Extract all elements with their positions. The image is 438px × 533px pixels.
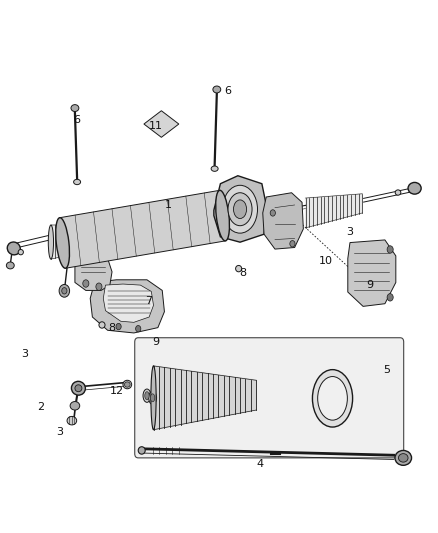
- Ellipse shape: [7, 262, 14, 269]
- Circle shape: [290, 240, 295, 247]
- Polygon shape: [214, 176, 266, 242]
- Ellipse shape: [138, 447, 145, 454]
- Ellipse shape: [151, 366, 156, 430]
- Ellipse shape: [233, 200, 247, 219]
- Ellipse shape: [74, 179, 81, 184]
- Circle shape: [116, 324, 121, 330]
- Polygon shape: [60, 190, 226, 268]
- Text: 5: 5: [384, 365, 391, 375]
- Text: 3: 3: [56, 427, 63, 438]
- Ellipse shape: [75, 385, 82, 392]
- Text: 4: 4: [257, 459, 264, 469]
- Text: 8: 8: [240, 269, 247, 278]
- Ellipse shape: [56, 217, 70, 268]
- Ellipse shape: [143, 389, 151, 402]
- Text: 10: 10: [319, 256, 333, 266]
- Ellipse shape: [70, 401, 80, 410]
- Ellipse shape: [67, 416, 77, 425]
- Ellipse shape: [215, 190, 230, 241]
- Text: 8: 8: [109, 322, 116, 333]
- Text: 6: 6: [224, 86, 231, 96]
- Circle shape: [59, 285, 70, 297]
- Ellipse shape: [123, 380, 132, 389]
- Circle shape: [270, 210, 276, 216]
- Text: 12: 12: [110, 386, 124, 397]
- Ellipse shape: [101, 224, 106, 248]
- Text: 6: 6: [74, 115, 81, 125]
- Circle shape: [136, 326, 141, 332]
- Ellipse shape: [149, 391, 156, 405]
- Ellipse shape: [150, 394, 155, 402]
- Text: 2: 2: [37, 402, 44, 413]
- Text: 1: 1: [165, 200, 172, 211]
- Polygon shape: [144, 111, 179, 138]
- Ellipse shape: [408, 182, 421, 194]
- Polygon shape: [153, 366, 256, 430]
- Polygon shape: [103, 284, 153, 322]
- Ellipse shape: [399, 454, 408, 462]
- Ellipse shape: [228, 193, 252, 225]
- Ellipse shape: [71, 381, 85, 395]
- Polygon shape: [90, 280, 164, 333]
- Polygon shape: [306, 194, 362, 228]
- FancyBboxPatch shape: [135, 338, 404, 458]
- Ellipse shape: [211, 166, 218, 171]
- Text: 3: 3: [346, 227, 353, 237]
- Ellipse shape: [48, 225, 53, 259]
- Text: 9: 9: [152, 337, 159, 347]
- Circle shape: [96, 283, 102, 290]
- Text: 7: 7: [145, 296, 153, 306]
- Polygon shape: [75, 251, 112, 290]
- Ellipse shape: [312, 369, 353, 427]
- Polygon shape: [263, 193, 304, 249]
- Ellipse shape: [395, 190, 401, 195]
- Ellipse shape: [318, 376, 347, 420]
- Ellipse shape: [236, 265, 242, 272]
- Text: 3: 3: [21, 349, 28, 359]
- Ellipse shape: [124, 382, 130, 387]
- Ellipse shape: [18, 249, 23, 255]
- Circle shape: [83, 280, 89, 287]
- Text: 11: 11: [148, 120, 162, 131]
- Polygon shape: [348, 240, 396, 306]
- Ellipse shape: [71, 104, 79, 111]
- Text: 9: 9: [366, 280, 373, 290]
- Circle shape: [387, 246, 393, 253]
- Ellipse shape: [213, 86, 221, 93]
- Ellipse shape: [7, 242, 20, 255]
- Ellipse shape: [99, 322, 105, 328]
- Ellipse shape: [145, 392, 149, 400]
- Circle shape: [62, 288, 67, 294]
- Ellipse shape: [223, 185, 258, 233]
- Polygon shape: [51, 224, 103, 259]
- Ellipse shape: [395, 450, 412, 465]
- Circle shape: [387, 294, 393, 301]
